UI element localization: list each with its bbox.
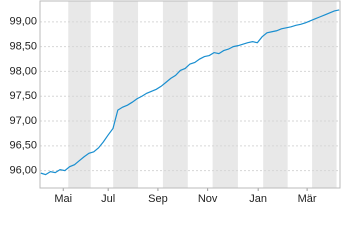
x-tick-label: Mai [54,193,72,205]
y-tick-label: 96,50 [9,140,37,152]
x-tick-label: Sep [148,193,168,205]
month-band [162,1,188,188]
x-tick-label: Jan [249,193,267,205]
month-band [212,1,238,188]
month-band [263,1,288,188]
x-tick-label: Nov [198,193,218,205]
chart: 96,00 96,50 97,00 97,50 98,00 98,50 99,00 Mai Ju… [9,0,341,205]
y-tick-label: 96,00 [9,165,37,177]
month-band [312,1,337,188]
y-tick-label: 97,50 [9,90,37,102]
y-tick-label: 98,50 [9,41,37,53]
month-band [68,1,91,188]
month-band [113,1,139,188]
y-tick-label: 98,00 [9,65,37,77]
x-tick-label: Mär [298,193,317,205]
x-tick-label: Jul [101,193,115,205]
y-tick-label: 99,00 [9,16,37,28]
plot-frame [39,0,341,189]
y-tick-label: 97,00 [9,115,37,127]
price-line [40,9,340,176]
